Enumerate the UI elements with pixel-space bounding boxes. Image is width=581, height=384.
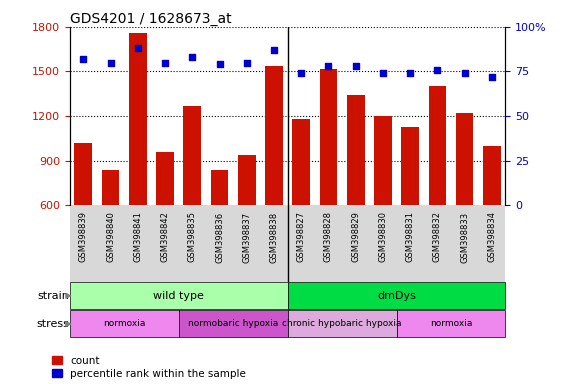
Point <box>351 63 360 69</box>
Bar <box>265 66 283 205</box>
Point <box>378 70 388 76</box>
Bar <box>179 205 206 282</box>
Text: normobaric hypoxia: normobaric hypoxia <box>188 319 278 328</box>
Point <box>460 70 469 76</box>
Bar <box>288 310 397 338</box>
Bar <box>233 205 260 282</box>
Bar <box>288 282 505 310</box>
Bar <box>397 205 424 282</box>
Text: GDS4201 / 1628673_at: GDS4201 / 1628673_at <box>70 12 231 26</box>
Point <box>296 70 306 76</box>
Point <box>78 56 88 62</box>
Bar <box>179 310 288 338</box>
Text: GSM398831: GSM398831 <box>406 212 415 263</box>
Point <box>133 45 142 51</box>
Bar <box>292 119 310 205</box>
Text: GSM398840: GSM398840 <box>106 212 115 262</box>
Bar <box>156 152 174 205</box>
Text: GSM398841: GSM398841 <box>133 212 142 262</box>
Text: GSM398836: GSM398836 <box>215 212 224 263</box>
Text: GSM398828: GSM398828 <box>324 212 333 263</box>
Text: GSM398834: GSM398834 <box>487 212 496 263</box>
Bar <box>102 170 120 205</box>
Bar <box>288 205 315 282</box>
Bar <box>478 205 505 282</box>
Bar <box>152 205 179 282</box>
Point <box>487 74 497 80</box>
Point <box>106 60 115 66</box>
Point <box>188 54 197 60</box>
Bar <box>315 205 342 282</box>
Bar <box>424 205 451 282</box>
Bar <box>397 310 505 338</box>
Bar <box>370 205 397 282</box>
Text: GSM398835: GSM398835 <box>188 212 197 263</box>
Point <box>242 60 252 66</box>
Bar <box>374 116 392 205</box>
Bar <box>97 205 124 282</box>
Bar <box>74 143 92 205</box>
Point <box>160 60 170 66</box>
Text: GSM398830: GSM398830 <box>378 212 388 263</box>
Point <box>406 70 415 76</box>
Bar <box>238 155 256 205</box>
Bar <box>184 106 201 205</box>
Text: chronic hypobaric hypoxia: chronic hypobaric hypoxia <box>282 319 402 328</box>
Point <box>215 61 224 68</box>
Text: stress: stress <box>37 319 70 329</box>
Bar <box>456 113 474 205</box>
Legend: count, percentile rank within the sample: count, percentile rank within the sample <box>52 356 246 379</box>
Text: strain: strain <box>38 291 70 301</box>
Bar <box>451 205 478 282</box>
Text: wild type: wild type <box>153 291 204 301</box>
Bar <box>70 205 97 282</box>
Bar <box>211 170 228 205</box>
Bar <box>70 310 179 338</box>
Text: normoxia: normoxia <box>430 319 472 328</box>
Text: GSM398833: GSM398833 <box>460 212 469 263</box>
Bar <box>320 68 338 205</box>
Text: normoxia: normoxia <box>103 319 145 328</box>
Text: GSM398839: GSM398839 <box>79 212 88 263</box>
Text: GSM398832: GSM398832 <box>433 212 442 263</box>
Bar <box>206 205 233 282</box>
Text: GSM398838: GSM398838 <box>270 212 278 263</box>
Bar <box>124 205 152 282</box>
Bar <box>347 95 364 205</box>
Text: dmDys: dmDys <box>377 291 416 301</box>
Text: GSM398829: GSM398829 <box>351 212 360 262</box>
Bar <box>429 86 446 205</box>
Bar <box>129 33 146 205</box>
Text: GSM398837: GSM398837 <box>242 212 251 263</box>
Bar <box>401 126 419 205</box>
Bar <box>70 282 288 310</box>
Point <box>270 47 279 53</box>
Text: GSM398827: GSM398827 <box>297 212 306 263</box>
Point <box>433 67 442 73</box>
Text: GSM398842: GSM398842 <box>160 212 170 262</box>
Point <box>324 63 333 69</box>
Bar <box>260 205 288 282</box>
Bar <box>483 146 501 205</box>
Bar <box>342 205 370 282</box>
